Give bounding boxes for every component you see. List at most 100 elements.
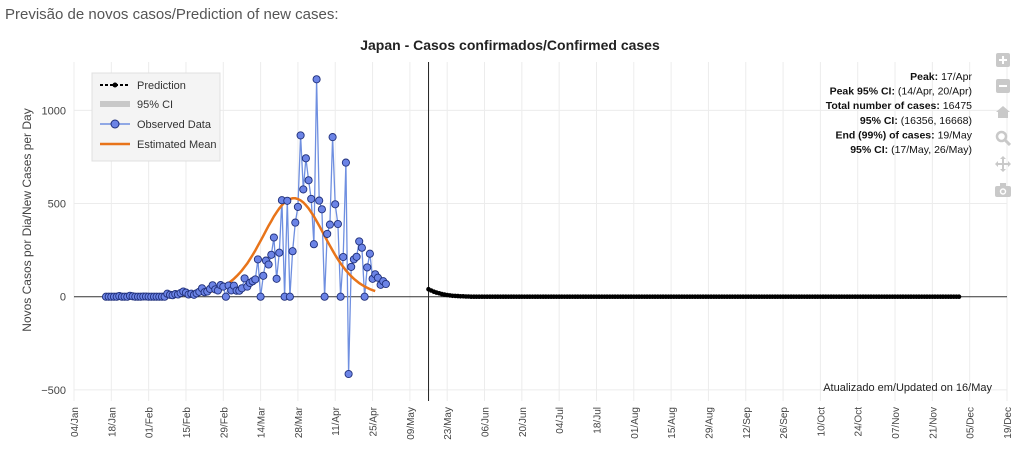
estimated-mean-line[interactable]: [209, 197, 376, 294]
observed-point[interactable]: [259, 271, 268, 280]
x-tick-label: 23/May: [443, 407, 454, 440]
x-tick-label: 11/Apr: [331, 406, 342, 435]
observed-point[interactable]: [363, 263, 372, 272]
observed-point[interactable]: [336, 292, 345, 301]
x-tick-label: 09/May: [406, 407, 417, 440]
x-tick-label: 15/Aug: [667, 407, 678, 439]
annotation-value: 17/Apr: [941, 71, 972, 83]
observed-point[interactable]: [320, 292, 329, 301]
series-layer[interactable]: [101, 75, 962, 379]
zoom-out-icon: [996, 79, 1010, 93]
x-tick-label: 24/Oct: [854, 407, 865, 437]
observed-point[interactable]: [283, 196, 292, 205]
zoom-in-icon: [996, 53, 1010, 67]
zoom-button[interactable]: [992, 128, 1014, 148]
observed-point[interactable]: [264, 260, 273, 269]
observed-point[interactable]: [360, 292, 369, 301]
prediction-point[interactable]: [956, 294, 962, 300]
observed-point[interactable]: [296, 131, 305, 140]
zoom-out-button[interactable]: [992, 76, 1014, 96]
x-tick-label: 20/Jun: [518, 407, 529, 437]
observed-point[interactable]: [344, 369, 353, 379]
legend-item-observed[interactable]: Observed Data: [100, 119, 212, 131]
legend-label-mean: Estimated Mean: [137, 139, 216, 151]
observed-point[interactable]: [272, 274, 281, 283]
annotation-label: Peak 95% CI:: [830, 86, 898, 98]
x-tick-label: 01/Aug: [630, 407, 641, 439]
x-tick-label: 04/Jan: [70, 407, 81, 437]
observed-point[interactable]: [307, 194, 316, 203]
y-tick-label: 500: [48, 199, 66, 211]
observed-point[interactable]: [347, 262, 356, 271]
observed-point[interactable]: [269, 233, 278, 242]
observed-point[interactable]: [309, 240, 318, 249]
observed-point[interactable]: [291, 218, 300, 227]
observed-point[interactable]: [328, 133, 337, 142]
pan-button[interactable]: [992, 154, 1014, 174]
observed-point[interactable]: [285, 292, 294, 301]
x-tick-label: 26/Sep: [779, 407, 790, 439]
legend-label-prediction: Prediction: [137, 80, 186, 92]
observed-point[interactable]: [315, 196, 324, 205]
zoom-in-button[interactable]: [992, 50, 1014, 70]
y-tick-label: 0: [60, 292, 66, 304]
x-tick-label: 19/Dec: [1003, 407, 1014, 439]
observed-point[interactable]: [331, 200, 340, 209]
x-tick-label: 04/Jul: [555, 407, 566, 434]
observed-point[interactable]: [275, 248, 284, 257]
annotation-line: Peak 95% CI: (14/Apr, 20/Apr): [830, 86, 972, 98]
observed-point[interactable]: [325, 220, 334, 229]
y-axis-label: Novos Casos por Dia/New Cases per Day: [20, 108, 34, 331]
x-tick-label: 06/Jun: [481, 407, 492, 437]
observed-point[interactable]: [352, 252, 361, 261]
pan-icon: [995, 156, 1011, 172]
observed-point[interactable]: [301, 154, 310, 163]
legend-label-observed: Observed Data: [137, 119, 212, 131]
observed-point[interactable]: [323, 229, 332, 238]
legend[interactable]: Prediction 95% CI Observed Data Estimate…: [91, 72, 221, 162]
x-tick-label: 18/Jan: [107, 407, 118, 437]
observed-point[interactable]: [365, 249, 374, 258]
observed-point[interactable]: [221, 292, 230, 301]
annotation-line: 95% CI: (16356, 16668): [860, 115, 972, 127]
observed-point[interactable]: [333, 219, 342, 229]
observed-point[interactable]: [251, 275, 260, 284]
x-tick-label: 18/Jul: [592, 407, 603, 434]
annotation-value: (14/Apr, 20/Apr): [898, 86, 972, 98]
observed-point[interactable]: [253, 255, 262, 264]
observed-point[interactable]: [317, 205, 326, 214]
section-heading: Previsão de novos casos/Prediction of ne…: [5, 6, 339, 23]
camera-button[interactable]: [992, 180, 1014, 200]
observed-point[interactable]: [267, 250, 276, 259]
x-tick-label: 05/Dec: [966, 407, 977, 439]
modebar: [992, 50, 1014, 206]
observed-point[interactable]: [299, 185, 308, 194]
y-tick-label: 1000: [42, 105, 66, 117]
x-tick-label: 29/Aug: [704, 407, 715, 439]
annotation-value: (17/May, 26/May): [891, 144, 972, 156]
annotation-label: 95% CI:: [850, 144, 891, 156]
legend-item-ci[interactable]: 95% CI: [100, 99, 173, 111]
observed-point[interactable]: [288, 247, 297, 256]
observed-point[interactable]: [357, 243, 366, 252]
annotation-line: End (99%) of cases: 19/May: [835, 129, 972, 141]
annotation-block: Peak: 17/Apr Peak 95% CI: (14/Apr, 20/Apr…: [826, 71, 973, 156]
observed-point[interactable]: [256, 292, 265, 301]
annotation-label: End (99%) of cases:: [835, 129, 937, 141]
observed-point[interactable]: [240, 274, 249, 283]
home-button[interactable]: [992, 102, 1014, 122]
legend-item-mean[interactable]: Estimated Mean: [100, 139, 216, 151]
x-tick-label: 07/Nov: [891, 407, 902, 439]
legend-swatch-observed-dot: [110, 119, 120, 129]
observed-point[interactable]: [312, 75, 321, 84]
observed-point[interactable]: [339, 252, 348, 262]
updated-note: Atualizado em/Updated on 16/May: [823, 382, 992, 394]
x-tick-label: 21/Nov: [928, 407, 939, 439]
observed-point[interactable]: [341, 158, 350, 167]
observed-point[interactable]: [293, 202, 302, 211]
observed-point[interactable]: [381, 279, 390, 289]
observed-point[interactable]: [304, 176, 313, 185]
legend-item-prediction[interactable]: Prediction: [100, 80, 186, 92]
